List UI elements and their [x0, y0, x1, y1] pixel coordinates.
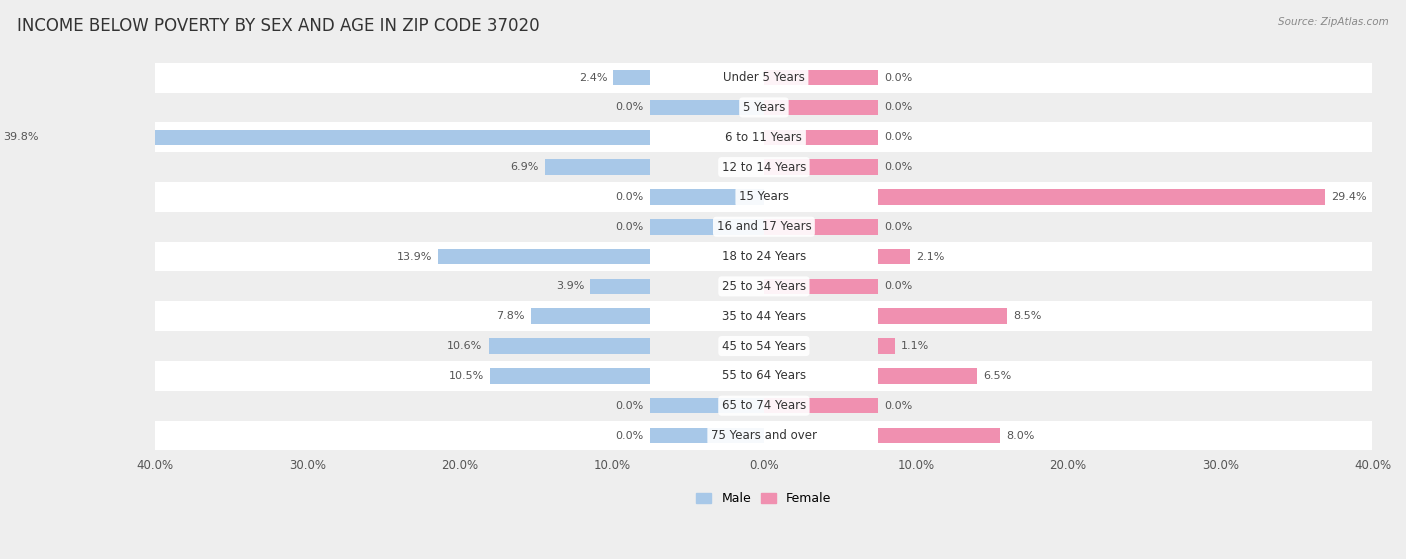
Bar [591, 278, 650, 294]
Bar [156, 301, 1372, 331]
Bar [613, 70, 650, 86]
Text: 29.4%: 29.4% [1331, 192, 1367, 202]
Text: 15 Years: 15 Years [740, 191, 789, 203]
Text: 10.5%: 10.5% [449, 371, 484, 381]
Text: 0.0%: 0.0% [884, 222, 912, 232]
Text: 0.0%: 0.0% [616, 102, 644, 112]
Bar [650, 398, 763, 414]
Bar [763, 100, 877, 115]
Text: 6.5%: 6.5% [983, 371, 1011, 381]
Bar [650, 100, 763, 115]
Bar [763, 159, 877, 175]
Bar [531, 309, 650, 324]
Text: 25 to 34 Years: 25 to 34 Years [721, 280, 806, 293]
Text: 55 to 64 Years: 55 to 64 Years [721, 369, 806, 382]
Text: 3.9%: 3.9% [555, 281, 585, 291]
Bar [546, 159, 650, 175]
Text: 2.1%: 2.1% [917, 252, 945, 262]
Text: 0.0%: 0.0% [884, 132, 912, 143]
Text: 45 to 54 Years: 45 to 54 Years [721, 339, 806, 353]
Bar [877, 189, 1326, 205]
Bar [156, 391, 1372, 420]
Text: 18 to 24 Years: 18 to 24 Years [721, 250, 806, 263]
Text: 8.0%: 8.0% [1005, 430, 1035, 440]
Bar [763, 219, 877, 235]
Text: 0.0%: 0.0% [884, 281, 912, 291]
Text: 6 to 11 Years: 6 to 11 Years [725, 131, 803, 144]
Bar [156, 93, 1372, 122]
Bar [763, 278, 877, 294]
Text: 0.0%: 0.0% [616, 222, 644, 232]
Text: 16 and 17 Years: 16 and 17 Years [717, 220, 811, 233]
Text: 0.0%: 0.0% [884, 162, 912, 172]
Text: 0.0%: 0.0% [884, 73, 912, 83]
Bar [156, 272, 1372, 301]
Bar [156, 420, 1372, 451]
Bar [763, 130, 877, 145]
Bar [156, 241, 1372, 272]
Bar [439, 249, 650, 264]
Text: 0.0%: 0.0% [884, 102, 912, 112]
Bar [156, 361, 1372, 391]
Bar [650, 189, 763, 205]
Bar [156, 63, 1372, 93]
Text: 2.4%: 2.4% [579, 73, 607, 83]
Bar [877, 309, 1007, 324]
Text: 12 to 14 Years: 12 to 14 Years [721, 160, 806, 174]
Text: 8.5%: 8.5% [1014, 311, 1042, 321]
Text: Under 5 Years: Under 5 Years [723, 71, 804, 84]
Bar [156, 122, 1372, 152]
Bar [650, 219, 763, 235]
Legend: Male, Female: Male, Female [692, 487, 837, 510]
Text: 10.6%: 10.6% [447, 341, 482, 351]
Text: 0.0%: 0.0% [616, 192, 644, 202]
Bar [491, 368, 650, 383]
Text: 13.9%: 13.9% [396, 252, 432, 262]
Bar [763, 70, 877, 86]
Bar [877, 368, 977, 383]
Text: 1.1%: 1.1% [901, 341, 929, 351]
Bar [650, 428, 763, 443]
Text: 65 to 74 Years: 65 to 74 Years [721, 399, 806, 412]
Text: 0.0%: 0.0% [884, 401, 912, 411]
Bar [877, 338, 894, 354]
Text: 0.0%: 0.0% [616, 430, 644, 440]
Text: INCOME BELOW POVERTY BY SEX AND AGE IN ZIP CODE 37020: INCOME BELOW POVERTY BY SEX AND AGE IN Z… [17, 17, 540, 35]
Text: 0.0%: 0.0% [616, 401, 644, 411]
Text: 39.8%: 39.8% [3, 132, 38, 143]
Text: 35 to 44 Years: 35 to 44 Years [721, 310, 806, 323]
Bar [488, 338, 650, 354]
Bar [45, 130, 650, 145]
Bar [877, 249, 910, 264]
Text: 6.9%: 6.9% [510, 162, 538, 172]
Bar [877, 428, 1000, 443]
Bar [156, 182, 1372, 212]
Bar [156, 331, 1372, 361]
Text: Source: ZipAtlas.com: Source: ZipAtlas.com [1278, 17, 1389, 27]
Bar [763, 398, 877, 414]
Text: 7.8%: 7.8% [496, 311, 524, 321]
Text: 75 Years and over: 75 Years and over [711, 429, 817, 442]
Text: 5 Years: 5 Years [742, 101, 785, 114]
Bar [156, 152, 1372, 182]
Bar [156, 212, 1372, 241]
